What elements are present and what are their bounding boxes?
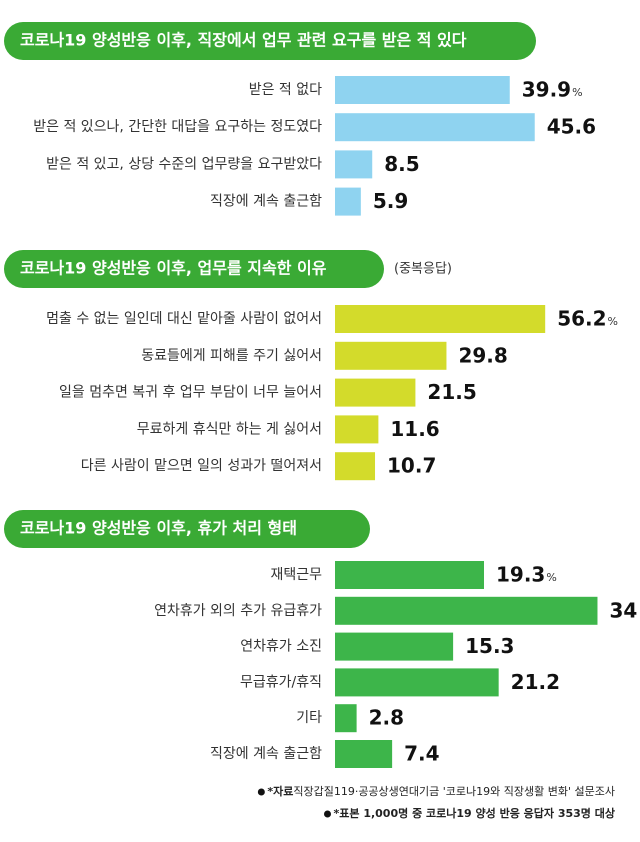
bar bbox=[335, 187, 361, 216]
header-pill bbox=[4, 250, 384, 288]
header-pill bbox=[4, 510, 370, 548]
footnote-text: 직장갑질119·공공상생연대기금 '코로나19와 직장생활 변화' 설문조사 bbox=[293, 784, 615, 798]
category-label: 일을 멈추면 복귀 후 업무 부담이 너무 늘어서 bbox=[59, 385, 322, 401]
value-label: 56.2 bbox=[557, 307, 606, 331]
bar bbox=[335, 452, 376, 481]
bar bbox=[335, 596, 598, 625]
value-label: 8.5 bbox=[384, 152, 419, 176]
bar bbox=[335, 378, 416, 407]
footnote: *자료직장갑질119·공공상생연대기금 '코로나19와 직장생활 변화' 설문조… bbox=[267, 784, 615, 798]
value-label: 5.9 bbox=[373, 189, 408, 213]
bar bbox=[335, 76, 510, 104]
value-label: 7.4 bbox=[404, 742, 439, 766]
bar bbox=[335, 668, 499, 697]
value-label: 15.3 bbox=[465, 634, 514, 658]
bullet bbox=[324, 810, 331, 818]
footnote: *표본 1,000명 중 코로나19 양성 반응 응답자 353명 대상 bbox=[334, 806, 616, 820]
bar bbox=[335, 740, 393, 768]
value-label: 29.8 bbox=[458, 343, 507, 367]
category-label: 다른 사람이 맡으면 일의 성과가 떨어져서 bbox=[81, 458, 322, 474]
value-label: 21.2 bbox=[511, 670, 560, 694]
section-title: 코로나19 양성반응 이후, 휴가 처리 형태 bbox=[20, 519, 297, 538]
value-label: 19.3 bbox=[496, 563, 545, 587]
category-label: 연차휴가 외의 추가 유급휴가 bbox=[154, 603, 322, 619]
bar bbox=[335, 305, 546, 333]
value-label: 11.6 bbox=[390, 417, 439, 441]
value-label: 21.5 bbox=[427, 380, 476, 404]
section-subtitle: (중복응답) bbox=[394, 262, 452, 277]
value-label: 45.6 bbox=[547, 115, 596, 139]
category-label: 무급휴가/휴직 bbox=[240, 674, 322, 690]
bar bbox=[335, 704, 357, 733]
category-label: 직장에 계속 출근함 bbox=[210, 746, 322, 762]
bar bbox=[335, 150, 373, 179]
footnote-label: *자료 bbox=[267, 784, 293, 798]
bullet bbox=[257, 788, 265, 796]
bar bbox=[335, 113, 535, 142]
section-title: 코로나19 양성반응 이후, 직장에서 업무 관련 요구를 받은 적 있다 bbox=[20, 31, 467, 50]
category-label: 동료들에게 피해를 주기 싫어서 bbox=[141, 348, 322, 364]
category-label: 무료하게 휴식만 하는 게 싫어서 bbox=[137, 421, 322, 437]
value-label: 39.9 bbox=[522, 78, 571, 102]
category-label: 받은 적 있고, 상당 수준의 업무량을 요구받았다 bbox=[46, 156, 322, 172]
footnote-label: *표본 1,000명 중 코로나19 양성 반응 응답자 353명 대상 bbox=[334, 806, 616, 820]
value-label: 34 bbox=[609, 598, 637, 622]
category-label: 직장에 계속 출근함 bbox=[210, 194, 322, 210]
value-label: 10.7 bbox=[387, 454, 436, 478]
bar bbox=[335, 632, 454, 661]
unit-label: % bbox=[572, 86, 582, 99]
bar bbox=[335, 561, 484, 589]
category-label: 받은 적 있으나, 간단한 대답을 요구하는 정도였다 bbox=[33, 119, 322, 135]
unit-label: % bbox=[546, 571, 556, 584]
unit-label: % bbox=[608, 315, 618, 328]
category-label: 연차휴가 소진 bbox=[240, 639, 322, 655]
value-label: 2.8 bbox=[369, 706, 404, 730]
bar bbox=[335, 341, 447, 370]
section-title: 코로나19 양성반응 이후, 업무를 지속한 이유 bbox=[20, 259, 327, 278]
category-label: 재택근무 bbox=[270, 567, 322, 583]
category-label: 받은 적 없다 bbox=[249, 82, 322, 98]
bar bbox=[335, 415, 379, 444]
header-pill bbox=[4, 22, 536, 60]
category-label: 기타 bbox=[296, 710, 322, 726]
category-label: 멈출 수 없는 일인데 대신 맡아줄 사람이 없어서 bbox=[46, 311, 322, 327]
